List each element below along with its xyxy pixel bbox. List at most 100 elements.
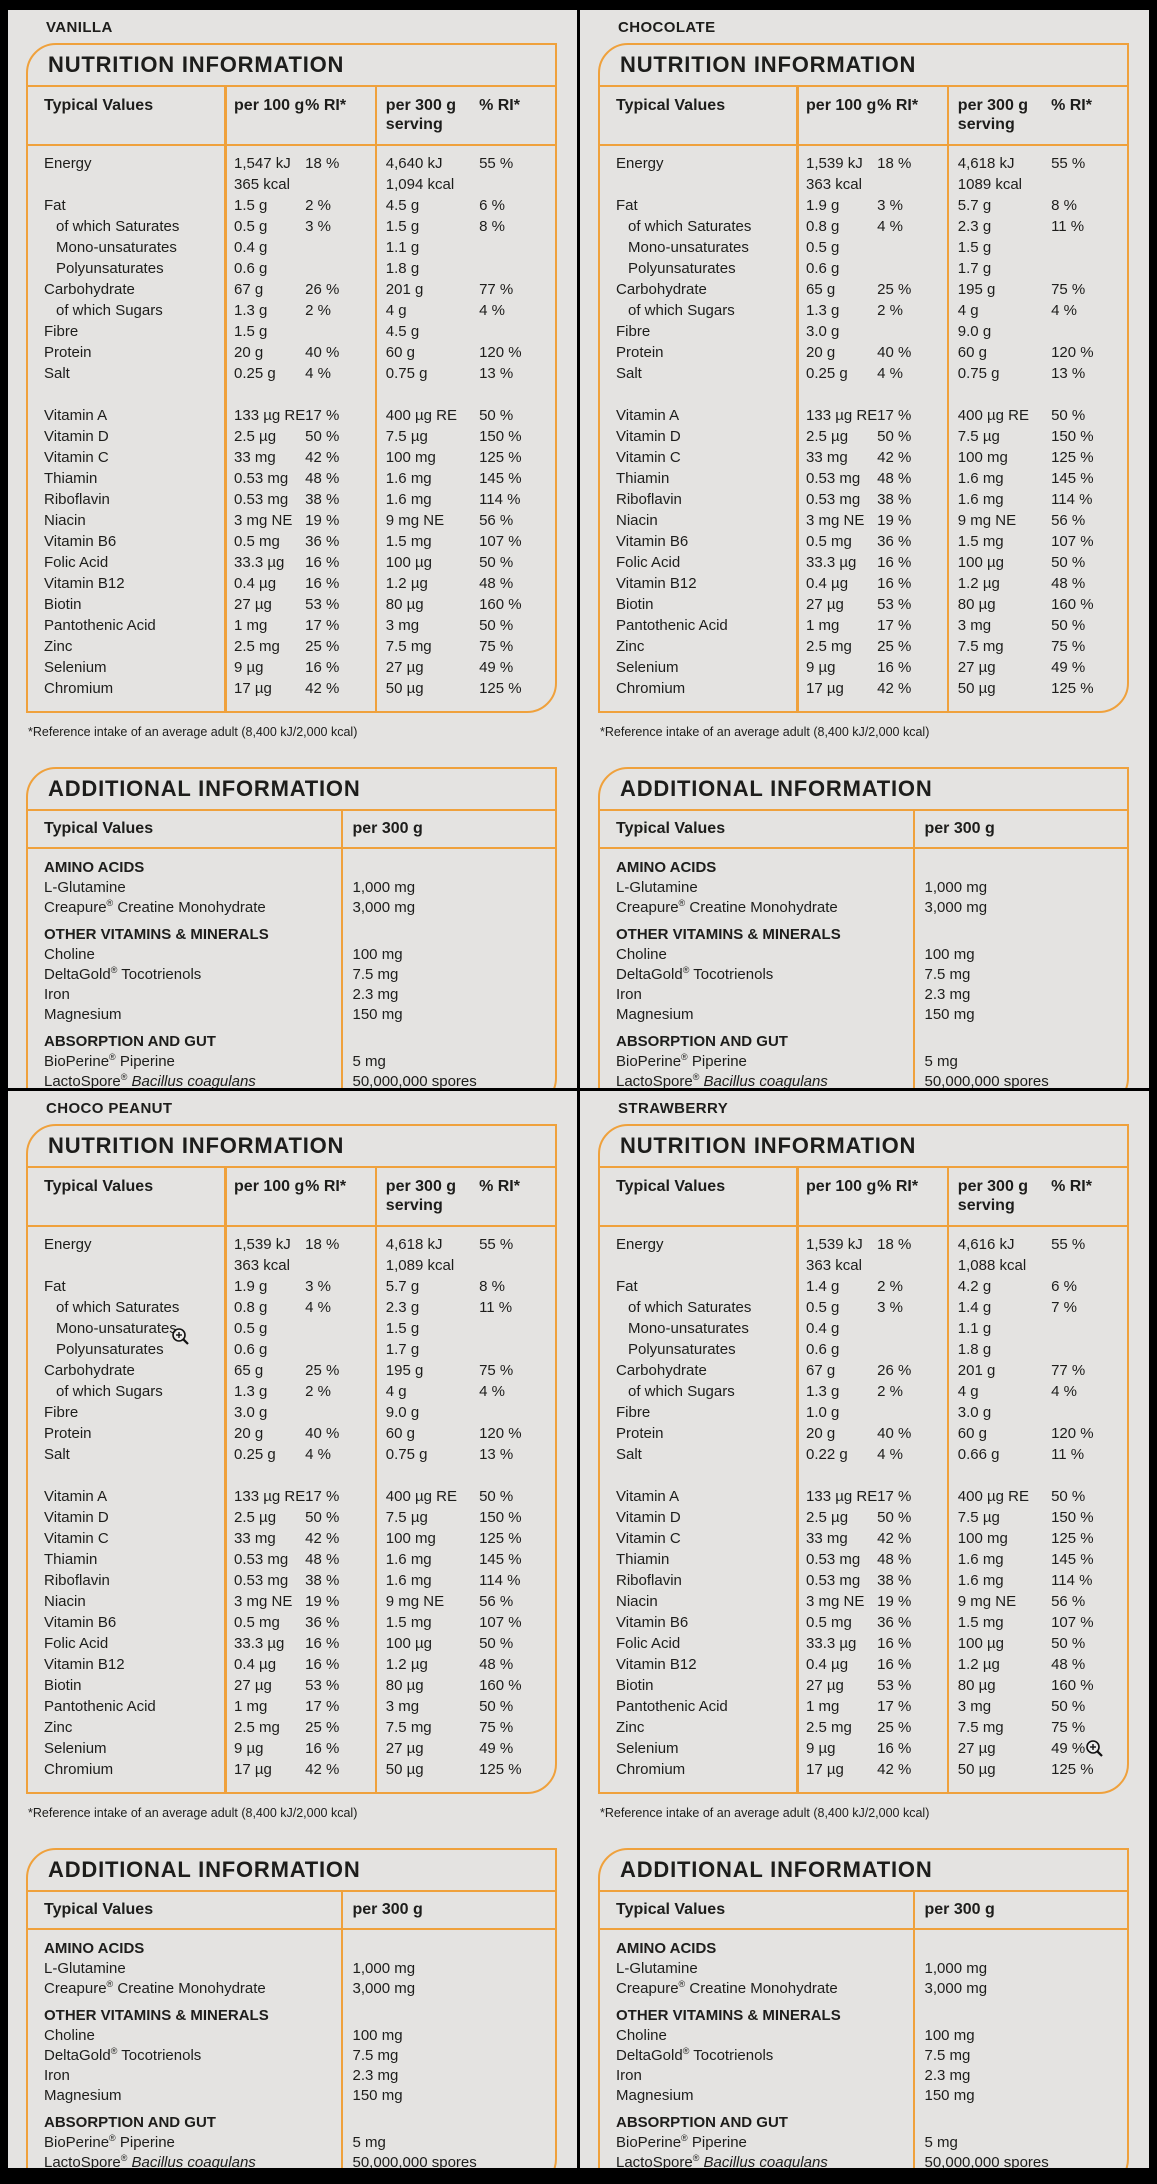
value-per-300g: 50 µg bbox=[957, 1760, 996, 1778]
ri-per-300g: 150 % bbox=[1051, 428, 1094, 445]
header-per-300g: per 300 g bbox=[924, 820, 995, 837]
ri-per-300g: 48 % bbox=[479, 1655, 514, 1673]
ri-per-300g: 107 % bbox=[479, 1613, 522, 1631]
row-value: 3,000 mg bbox=[352, 899, 416, 916]
row-label: Mono-unsaturates bbox=[56, 1319, 177, 1337]
row-label: Selenium bbox=[44, 659, 107, 676]
additional-title: ADDITIONAL INFORMATION bbox=[600, 1850, 1127, 1892]
value-per-100g: 2.5 mg bbox=[806, 1718, 852, 1736]
additional-row: Iron 2.3 mg bbox=[28, 2066, 555, 2086]
ri-per-100g: 2 % bbox=[877, 302, 904, 319]
row-value: 5 mg bbox=[924, 1053, 958, 1070]
additional-box: ADDITIONAL INFORMATION Typical Values pe… bbox=[26, 1847, 557, 2168]
column-divider bbox=[796, 1167, 799, 1792]
section-heading: ABSORPTION AND GUT bbox=[616, 1033, 788, 1050]
ri-per-100g: 16 % bbox=[305, 1739, 340, 1757]
value-per-300g: 1.2 µg bbox=[957, 1655, 1000, 1673]
row-label: Carbohydrate bbox=[616, 281, 707, 298]
row-label: Vitamin B12 bbox=[44, 1655, 125, 1673]
row-label: Salt bbox=[44, 1445, 70, 1463]
registered-mark: ® bbox=[109, 1052, 116, 1062]
value-per-300g: 9.0 g bbox=[957, 323, 992, 340]
registered-mark: ® bbox=[681, 2132, 688, 2143]
ri-per-300g: 114 % bbox=[479, 1571, 521, 1589]
ri-per-100g: 48 % bbox=[305, 1550, 340, 1568]
ri-per-300g: 107 % bbox=[479, 533, 522, 550]
spacer bbox=[600, 384, 1127, 405]
value-per-300g: 9 mg NE bbox=[385, 512, 445, 529]
nutrition-row: Polyunsaturates 0.6 g 1.7 g bbox=[28, 1339, 555, 1360]
nutrition-row: Thiamin 0.53 mg 48 % 1.6 mg 145 % bbox=[600, 1549, 1127, 1570]
row-label: BioPerine® Piperine bbox=[44, 2132, 175, 2151]
row-value: 1,000 mg bbox=[352, 1959, 416, 1977]
additional-row: Magnesium 150 mg bbox=[28, 1005, 555, 1025]
header-per-100g: per 100 g bbox=[806, 1177, 877, 1195]
additional-table: Typical Values per 300 g AMINO ACIDS L-Gl… bbox=[28, 811, 555, 1088]
value-per-300g: 50 µg bbox=[385, 1760, 424, 1778]
value-per-100g: 1.3 g bbox=[806, 302, 840, 319]
value-per-300g: 1.5 mg bbox=[385, 1613, 432, 1631]
additional-row: Iron 2.3 mg bbox=[600, 985, 1127, 1005]
row-label: Choline bbox=[44, 946, 95, 963]
row-label: Folic Acid bbox=[616, 554, 681, 571]
ri-per-100g: 17 % bbox=[305, 617, 340, 634]
additional-row: L-Glutamine 1,000 mg bbox=[28, 878, 555, 898]
ri-per-100g: 17 % bbox=[305, 1697, 340, 1715]
additional-row: Iron 2.3 mg bbox=[600, 2066, 1127, 2086]
ri-per-100g: 36 % bbox=[305, 1613, 340, 1631]
ri-per-100g: 18 % bbox=[305, 155, 340, 172]
value-per-300g: 7.5 µg bbox=[957, 1508, 1000, 1526]
nutrition-row: Selenium 9 µg 16 % 27 µg 49 % bbox=[600, 657, 1127, 678]
row-label: Selenium bbox=[616, 1739, 679, 1757]
column-divider bbox=[796, 87, 799, 711]
row-value: 150 mg bbox=[924, 2086, 975, 2104]
nutrition-row: Niacin 3 mg NE 19 % 9 mg NE 56 % bbox=[28, 510, 555, 531]
ri-per-300g: 125 % bbox=[479, 449, 522, 466]
ri-per-100g: 50 % bbox=[877, 428, 912, 445]
value-per-300g: 201 g bbox=[957, 1361, 996, 1379]
nutrition-row: Mono-unsaturates 0.4 g 1.1 g bbox=[28, 237, 555, 258]
value-per-100g: 0.5 mg bbox=[806, 533, 852, 550]
nutrition-table: Typical Values per 100 g % RI* per 300 g… bbox=[600, 1167, 1127, 1792]
value-per-100g: 0.5 g bbox=[234, 1319, 268, 1337]
value-per-300g: 1.1 g bbox=[957, 1319, 992, 1337]
ri-per-300g: 56 % bbox=[1051, 512, 1086, 529]
row-value: 7.5 mg bbox=[352, 2046, 399, 2064]
value-per-300g: 100 µg bbox=[385, 554, 432, 571]
header-per-300g: per 300 g serving bbox=[385, 1177, 457, 1214]
ri-per-100g: 25 % bbox=[305, 1361, 340, 1379]
row-label: Folic Acid bbox=[616, 1634, 681, 1652]
flavor-panel: CHOCO PEANUT NUTRITION INFORMATION Typic… bbox=[8, 1090, 577, 2168]
ri-per-300g: 55 % bbox=[1051, 155, 1086, 172]
row-label: Energy bbox=[616, 155, 664, 172]
nutrition-row: Riboflavin 0.53 mg 38 % 1.6 mg 114 % bbox=[600, 1570, 1127, 1591]
nutrition-row: Pantothenic Acid 1 mg 17 % 3 mg 50 % bbox=[28, 615, 555, 636]
nutrition-row: Folic Acid 33.3 µg 16 % 100 µg 50 % bbox=[28, 552, 555, 573]
row-label: Vitamin B6 bbox=[616, 533, 689, 550]
row-label: Riboflavin bbox=[44, 491, 110, 508]
value-per-100g: 0.5 mg bbox=[234, 533, 280, 550]
additional-row: LactoSpore® Bacillus coagulans 50,000,000… bbox=[600, 1072, 1127, 1088]
nutrition-row: Chromium 17 µg 42 % 50 µg 125 % bbox=[600, 1759, 1127, 1780]
value-per-100g: 0.6 g bbox=[234, 1340, 268, 1358]
value-per-100g: 2.5 mg bbox=[806, 638, 852, 655]
value-per-100g: 0.6 g bbox=[806, 1340, 840, 1358]
nutrition-header-row: Typical Values per 100 g % RI* per 300 g… bbox=[600, 1168, 1127, 1227]
row-label: Vitamin D bbox=[44, 428, 109, 445]
ri-per-300g: 150 % bbox=[479, 1508, 522, 1526]
header-per-300g: per 300 g bbox=[352, 820, 423, 837]
value-per-100g: 0.4 µg bbox=[806, 1655, 849, 1673]
ri-per-100g: 16 % bbox=[877, 659, 912, 676]
section-heading: OTHER VITAMINS & MINERALS bbox=[44, 926, 269, 943]
ri-per-100g: 16 % bbox=[877, 1739, 912, 1757]
value-per-300g: 1.5 mg bbox=[957, 1613, 1004, 1631]
row-label: BioPerine® Piperine bbox=[616, 2132, 747, 2151]
nutrition-row: Fat 1.9 g 3 % 5.7 g 8 % bbox=[28, 1276, 555, 1297]
row-label: Polyunsaturates bbox=[56, 260, 164, 277]
nutrition-row: Folic Acid 33.3 µg 16 % 100 µg 50 % bbox=[600, 1633, 1127, 1654]
value-per-100g: 0.4 µg bbox=[234, 1655, 277, 1673]
ri-per-100g: 42 % bbox=[877, 680, 912, 697]
ri-per-300g: 125 % bbox=[1051, 449, 1094, 466]
header-ri-300g: % RI* bbox=[479, 1177, 520, 1195]
value-per-300g: 60 g bbox=[957, 344, 987, 361]
